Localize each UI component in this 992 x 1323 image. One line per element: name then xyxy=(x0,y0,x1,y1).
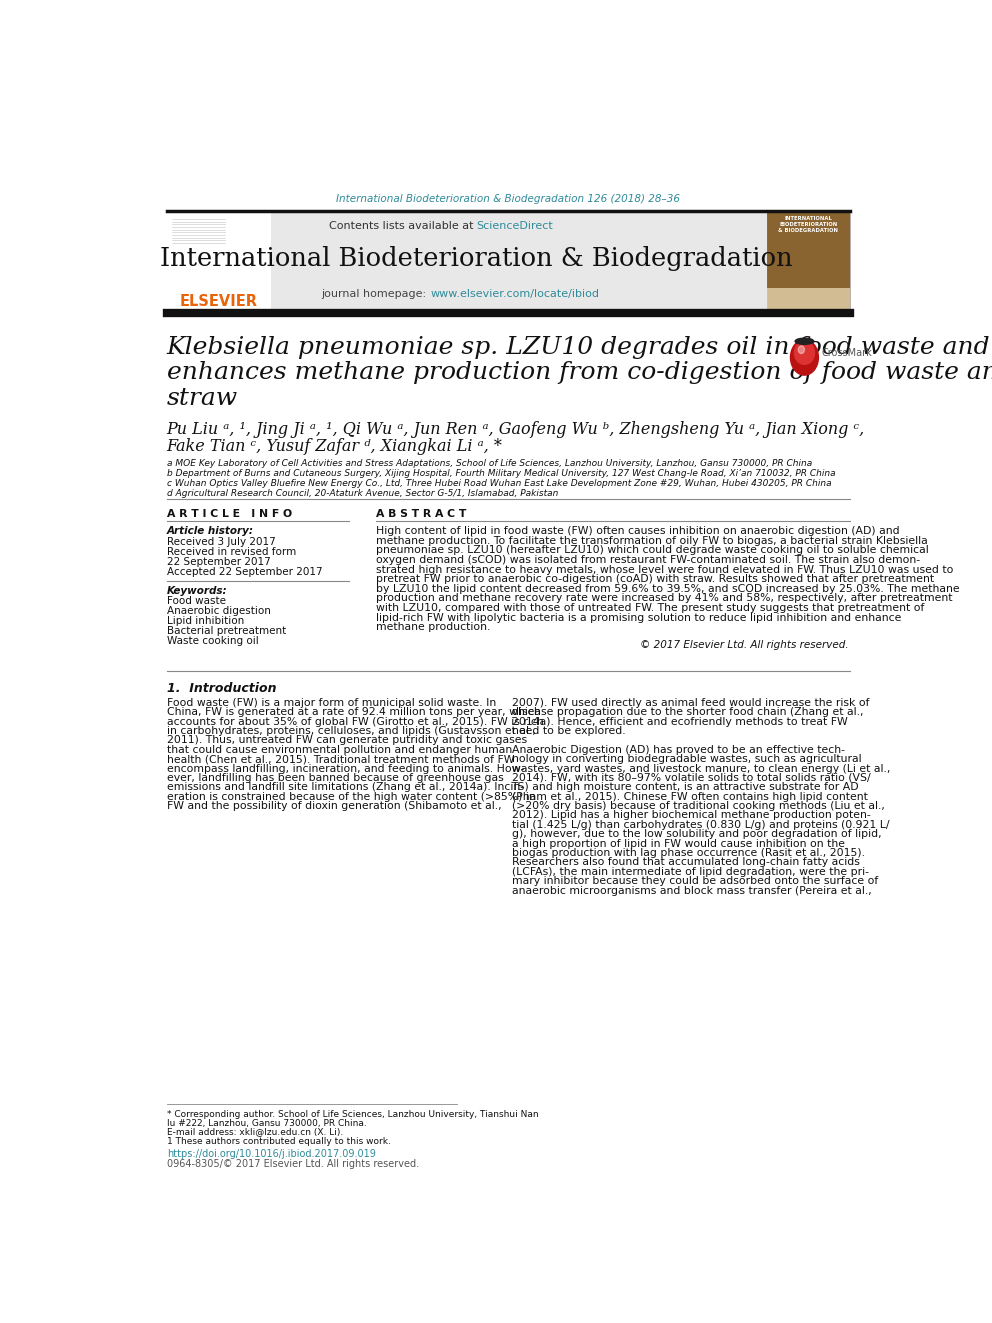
Text: c Wuhan Optics Valley Bluefire New Energy Co., Ltd, Three Hubei Road Wuhan East : c Wuhan Optics Valley Bluefire New Energ… xyxy=(167,479,831,488)
Text: 2007). FW used directly as animal feed would increase the risk of: 2007). FW used directly as animal feed w… xyxy=(512,697,869,708)
Text: ScienceDirect: ScienceDirect xyxy=(476,221,554,230)
Text: pneumoniae sp. LZU10 (hereafter LZU10) which could degrade waste cooking oil to : pneumoniae sp. LZU10 (hereafter LZU10) w… xyxy=(376,545,929,556)
Text: pretreat FW prior to anaerobic co-digestion (coAD) with straw. Results showed th: pretreat FW prior to anaerobic co-digest… xyxy=(376,574,934,585)
Ellipse shape xyxy=(795,341,814,364)
Text: Fake Tian ᶜ, Yusuf Zafar ᵈ, Xiangkai Li ᵃ, *: Fake Tian ᶜ, Yusuf Zafar ᵈ, Xiangkai Li … xyxy=(167,438,503,455)
Text: lu #222, Lanzhou, Gansu 730000, PR China.: lu #222, Lanzhou, Gansu 730000, PR China… xyxy=(167,1119,366,1129)
Text: Food waste (FW) is a major form of municipal solid waste. In: Food waste (FW) is a major form of munic… xyxy=(167,697,496,708)
Text: Keywords:: Keywords: xyxy=(167,586,227,597)
Text: eration is constrained because of the high water content (>85%) in: eration is constrained because of the hi… xyxy=(167,791,536,802)
Text: International Biodeterioration & Biodegradation: International Biodeterioration & Biodegr… xyxy=(161,246,793,271)
Text: by LZU10 the lipid content decreased from 59.6% to 39.5%, and sCOD increased by : by LZU10 the lipid content decreased fro… xyxy=(376,583,959,594)
Text: Anaerobic digestion: Anaerobic digestion xyxy=(167,606,271,617)
Bar xyxy=(767,288,850,308)
Text: Waste cooking oil: Waste cooking oil xyxy=(167,636,258,646)
Text: © 2017 Elsevier Ltd. All rights reserved.: © 2017 Elsevier Ltd. All rights reserved… xyxy=(640,639,848,650)
Text: oxygen demand (sCOD) was isolated from restaurant FW-contaminated soil. The stra: oxygen demand (sCOD) was isolated from r… xyxy=(376,554,920,565)
Text: E-mail address: xkli@lzu.edu.cn (X. Li).: E-mail address: xkli@lzu.edu.cn (X. Li). xyxy=(167,1127,343,1136)
Ellipse shape xyxy=(791,340,818,376)
Text: 22 September 2017: 22 September 2017 xyxy=(167,557,271,566)
Text: TS) and high moisture content, is an attractive substrate for AD: TS) and high moisture content, is an att… xyxy=(512,782,859,792)
Text: journal homepage:: journal homepage: xyxy=(321,288,431,299)
Text: China, FW is generated at a rate of 92.4 million tons per year, which: China, FW is generated at a rate of 92.4… xyxy=(167,708,541,717)
Text: Accepted 22 September 2017: Accepted 22 September 2017 xyxy=(167,566,322,577)
Text: a MOE Key Laboratory of Cell Activities and Stress Adaptations, School of Life S: a MOE Key Laboratory of Cell Activities … xyxy=(167,459,811,468)
Text: need to be explored.: need to be explored. xyxy=(512,726,625,736)
Text: d Agricultural Research Council, 20-Ataturk Avenue, Sector G-5/1, Islamabad, Pak: d Agricultural Research Council, 20-Atat… xyxy=(167,490,558,497)
Text: Received 3 July 2017: Received 3 July 2017 xyxy=(167,537,276,546)
Text: mary inhibitor because they could be adsorbed onto the surface of: mary inhibitor because they could be ads… xyxy=(512,876,878,886)
Text: FW and the possibility of dioxin generation (Shibamoto et al.,: FW and the possibility of dioxin generat… xyxy=(167,802,501,811)
Text: INTERNATIONAL
BIODETERIORATION
& BIODEGRADATION: INTERNATIONAL BIODETERIORATION & BIODEGR… xyxy=(779,216,838,233)
Text: production and methane recovery rate were increased by 41% and 58%, respectively: production and methane recovery rate wer… xyxy=(376,594,952,603)
Text: strated high resistance to heavy metals, whose level were found elevated in FW. : strated high resistance to heavy metals,… xyxy=(376,565,953,574)
Text: with LZU10, compared with those of untreated FW. The present study suggests that: with LZU10, compared with those of untre… xyxy=(376,603,925,613)
Ellipse shape xyxy=(796,339,813,344)
Text: Klebsiella pneumoniae sp. LZU10 degrades oil in food waste and: Klebsiella pneumoniae sp. LZU10 degrades… xyxy=(167,336,990,359)
Text: b Department of Burns and Cutaneous Surgery, Xijing Hospital, Fourth Military Me: b Department of Burns and Cutaneous Surg… xyxy=(167,470,835,478)
Text: Contents lists available at: Contents lists available at xyxy=(328,221,476,230)
Text: methane production. To facilitate the transformation of oily FW to biogas, a bac: methane production. To facilitate the tr… xyxy=(376,536,928,545)
Text: Food waste: Food waste xyxy=(167,597,225,606)
Text: encompass landfilling, incineration, and feeding to animals. How-: encompass landfilling, incineration, and… xyxy=(167,763,524,774)
Text: International Biodeterioration & Biodegradation 126 (2018) 28–36: International Biodeterioration & Biodegr… xyxy=(336,193,681,204)
Text: Article history:: Article history: xyxy=(167,527,254,536)
Text: lipid-rich FW with lipolytic bacteria is a promising solution to reduce lipid in: lipid-rich FW with lipolytic bacteria is… xyxy=(376,613,902,623)
Text: A B S T R A C T: A B S T R A C T xyxy=(376,509,466,519)
Text: 2012). Lipid has a higher biochemical methane production poten-: 2012). Lipid has a higher biochemical me… xyxy=(512,811,870,820)
Text: A R T I C L E   I N F O: A R T I C L E I N F O xyxy=(167,509,292,519)
Text: www.elsevier.com/locate/ibiod: www.elsevier.com/locate/ibiod xyxy=(431,288,599,299)
Text: anaerobic microorganisms and block mass transfer (Pereira et al.,: anaerobic microorganisms and block mass … xyxy=(512,885,871,896)
Text: nology in converting biodegradable wastes, such as agricultural: nology in converting biodegradable waste… xyxy=(512,754,861,765)
Text: CrossMark: CrossMark xyxy=(821,348,872,357)
Text: g), however, due to the low solubility and poor degradation of lipid,: g), however, due to the low solubility a… xyxy=(512,830,881,839)
Text: Researchers also found that accumulated long-chain fatty acids: Researchers also found that accumulated … xyxy=(512,857,859,868)
Text: health (Chen et al., 2015). Traditional treatment methods of FW: health (Chen et al., 2015). Traditional … xyxy=(167,754,514,765)
Text: Received in revised form: Received in revised form xyxy=(167,546,296,557)
Text: disease propagation due to the shorter food chain (Zhang et al.,: disease propagation due to the shorter f… xyxy=(512,708,863,717)
Text: (LCFAs), the main intermediate of lipid degradation, were the pri-: (LCFAs), the main intermediate of lipid … xyxy=(512,867,869,877)
Text: 1.  Introduction: 1. Introduction xyxy=(167,683,276,696)
Text: 2014). FW, with its 80–97% volatile solids to total solids ratio (VS/: 2014). FW, with its 80–97% volatile soli… xyxy=(512,773,870,783)
Text: 1 These authors contributed equally to this work.: 1 These authors contributed equally to t… xyxy=(167,1138,391,1147)
Text: 2014a). Hence, efficient and ecofriendly methods to treat FW: 2014a). Hence, efficient and ecofriendly… xyxy=(512,717,847,726)
Text: Bacterial pretreatment: Bacterial pretreatment xyxy=(167,626,286,636)
Text: (Pham et al., 2015). Chinese FW often contains high lipid content: (Pham et al., 2015). Chinese FW often co… xyxy=(512,791,867,802)
Text: 2011). Thus, untreated FW can generate putridity and toxic gases: 2011). Thus, untreated FW can generate p… xyxy=(167,736,527,745)
Bar xyxy=(167,212,767,308)
Text: in carbohydrates, proteins, celluloses, and lipids (Gustavsson et al.,: in carbohydrates, proteins, celluloses, … xyxy=(167,726,536,736)
Text: Pu Liu ᵃ, ¹, Jing Ji ᵃ, ¹, Qi Wu ᵃ, Jun Ren ᵃ, Gaofeng Wu ᵇ, Zhengsheng Yu ᵃ, Ji: Pu Liu ᵃ, ¹, Jing Ji ᵃ, ¹, Qi Wu ᵃ, Jun … xyxy=(167,421,865,438)
Ellipse shape xyxy=(799,345,805,353)
Bar xyxy=(167,212,271,308)
Text: accounts for about 35% of global FW (Girotto et al., 2015). FW is rich: accounts for about 35% of global FW (Gir… xyxy=(167,717,544,726)
Text: a high proportion of lipid in FW would cause inhibition on the: a high proportion of lipid in FW would c… xyxy=(512,839,844,848)
Text: Lipid inhibition: Lipid inhibition xyxy=(167,617,244,626)
Text: wastes, yard wastes, and livestock manure, to clean energy (Li et al.,: wastes, yard wastes, and livestock manur… xyxy=(512,763,890,774)
Text: biogas production with lag phase occurrence (Rasit et al., 2015).: biogas production with lag phase occurre… xyxy=(512,848,864,859)
Text: methane production.: methane production. xyxy=(376,622,490,632)
Text: Anaerobic Digestion (AD) has proved to be an effective tech-: Anaerobic Digestion (AD) has proved to b… xyxy=(512,745,844,754)
Text: ever, landfilling has been banned because of greenhouse gas: ever, landfilling has been banned becaus… xyxy=(167,773,503,783)
Text: tial (1.425 L/g) than carbohydrates (0.830 L/g) and proteins (0.921 L/: tial (1.425 L/g) than carbohydrates (0.8… xyxy=(512,820,889,830)
Text: https://doi.org/10.1016/j.ibiod.2017.09.019: https://doi.org/10.1016/j.ibiod.2017.09.… xyxy=(167,1148,376,1159)
Text: High content of lipid in food waste (FW) often causes inhibition on anaerobic di: High content of lipid in food waste (FW)… xyxy=(376,527,900,536)
Text: emissions and landfill site limitations (Zhang et al., 2014a). Incin-: emissions and landfill site limitations … xyxy=(167,782,524,792)
Text: 0964-8305/© 2017 Elsevier Ltd. All rights reserved.: 0964-8305/© 2017 Elsevier Ltd. All right… xyxy=(167,1159,419,1170)
Text: * Corresponding author. School of Life Sciences, Lanzhou University, Tianshui Na: * Corresponding author. School of Life S… xyxy=(167,1110,539,1119)
Text: ELSEVIER: ELSEVIER xyxy=(180,294,258,308)
Text: straw: straw xyxy=(167,386,238,410)
Bar xyxy=(767,212,850,288)
Bar xyxy=(767,212,850,308)
Text: enhances methane production from co-digestion of food waste and: enhances methane production from co-dige… xyxy=(167,361,992,384)
Text: that could cause environmental pollution and endanger human: that could cause environmental pollution… xyxy=(167,745,512,754)
Text: (>20% dry basis) because of traditional cooking methods (Liu et al.,: (>20% dry basis) because of traditional … xyxy=(512,802,885,811)
